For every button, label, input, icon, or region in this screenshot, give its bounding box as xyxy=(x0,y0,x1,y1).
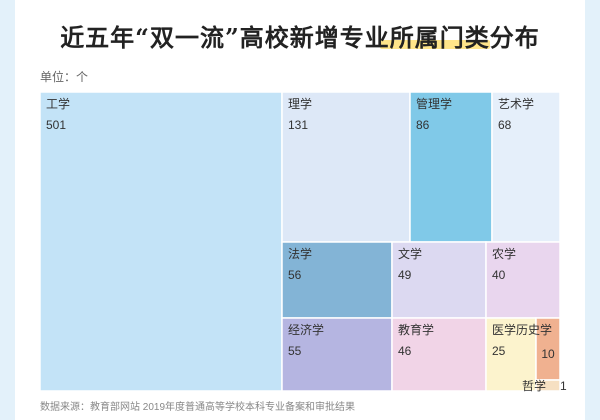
tile-label-science: 理学 xyxy=(288,96,312,111)
tile-value-education: 46 xyxy=(398,344,412,358)
tile-label-medicine: 医学 xyxy=(492,322,516,337)
tile-label-agriculture: 农学 xyxy=(492,246,516,261)
tile-arts xyxy=(491,91,561,243)
tile-agriculture xyxy=(485,241,561,319)
tile-medicine xyxy=(485,317,537,392)
tile-law xyxy=(281,241,393,319)
tile-label-history: 历史学 xyxy=(516,322,552,337)
tile-history xyxy=(535,317,561,381)
tile-philosophy xyxy=(535,379,561,392)
tile-label-economics: 经济学 xyxy=(288,322,324,337)
tile-engineering xyxy=(39,91,283,392)
tile-label-arts: 艺术学 xyxy=(498,96,534,111)
tile-science xyxy=(281,91,411,243)
tile-label-literature: 文学 xyxy=(398,246,422,261)
tile-value-economics: 55 xyxy=(288,344,302,358)
tile-label-engineering: 工学 xyxy=(46,96,70,111)
tile-value-philosophy: 1 xyxy=(560,379,567,393)
tile-value-medicine: 25 xyxy=(492,344,506,358)
source-note: 数据来源：教育部网站 2019年度普通高等学校本科专业备案和审批结果 xyxy=(40,402,356,413)
tile-value-engineering: 501 xyxy=(46,118,66,132)
tile-label-management: 管理学 xyxy=(416,96,452,111)
unit-label: 单位：个 xyxy=(40,70,89,84)
treemap-chart: 工学 501 理学 131 管理学 86 艺术学 68 法学 56 文学 49 农学 40 经济学 55 教育学… xyxy=(39,91,567,393)
tile-value-management: 86 xyxy=(416,118,430,132)
tile-value-law: 56 xyxy=(288,268,302,282)
tile-value-science: 131 xyxy=(288,118,308,132)
tile-value-agriculture: 40 xyxy=(492,268,506,282)
tile-value-history: 10 xyxy=(541,347,555,361)
tile-label-law: 法学 xyxy=(288,246,312,261)
tile-label-philosophy: 哲学 xyxy=(522,378,546,393)
tile-management xyxy=(409,91,493,243)
tile-label-education: 教育学 xyxy=(398,322,434,337)
title-highlight xyxy=(380,40,490,49)
chart-title: 近五年“双一流”高校新增专业所属门类分布 xyxy=(60,23,540,52)
tile-value-arts: 68 xyxy=(498,118,512,132)
tile-value-literature: 49 xyxy=(398,268,412,282)
